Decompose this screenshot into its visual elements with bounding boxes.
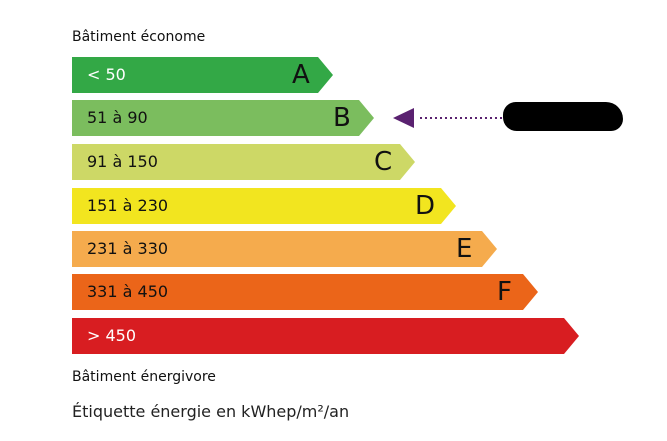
- class-range: 51 à 90: [87, 108, 148, 127]
- energy-class-d: 151 à 230 D: [72, 188, 456, 224]
- energy-class-b: 51 à 90 B: [72, 100, 374, 136]
- class-letter: C: [374, 147, 393, 177]
- indicator-arrow-icon: [393, 108, 502, 128]
- redacted-value: [503, 102, 623, 131]
- energy-class-a: < 50 A: [72, 57, 333, 93]
- class-letter: B: [333, 103, 351, 133]
- energy-class-f: 331 à 450 F: [72, 274, 538, 310]
- class-range: 151 à 230: [87, 196, 169, 215]
- unit-label: Étiquette énergie en kWhep/m²/an: [72, 402, 350, 421]
- class-range: > 450: [87, 326, 137, 345]
- class-letter: F: [497, 277, 512, 307]
- class-range: 331 à 450: [87, 282, 169, 301]
- class-range: < 50: [87, 65, 126, 84]
- class-letter: D: [415, 191, 436, 221]
- class-letter: A: [292, 60, 310, 90]
- energy-class-g: > 450: [72, 318, 579, 354]
- bottom-label: Bâtiment énergivore: [72, 369, 216, 385]
- class-range: 231 à 330: [87, 239, 169, 258]
- energy-class-c: 91 à 150 C: [72, 144, 415, 180]
- top-label: Bâtiment économe: [72, 29, 206, 45]
- energy-class-e: 231 à 330 E: [72, 231, 497, 267]
- class-range: 91 à 150: [87, 152, 158, 171]
- class-letter: E: [456, 234, 473, 264]
